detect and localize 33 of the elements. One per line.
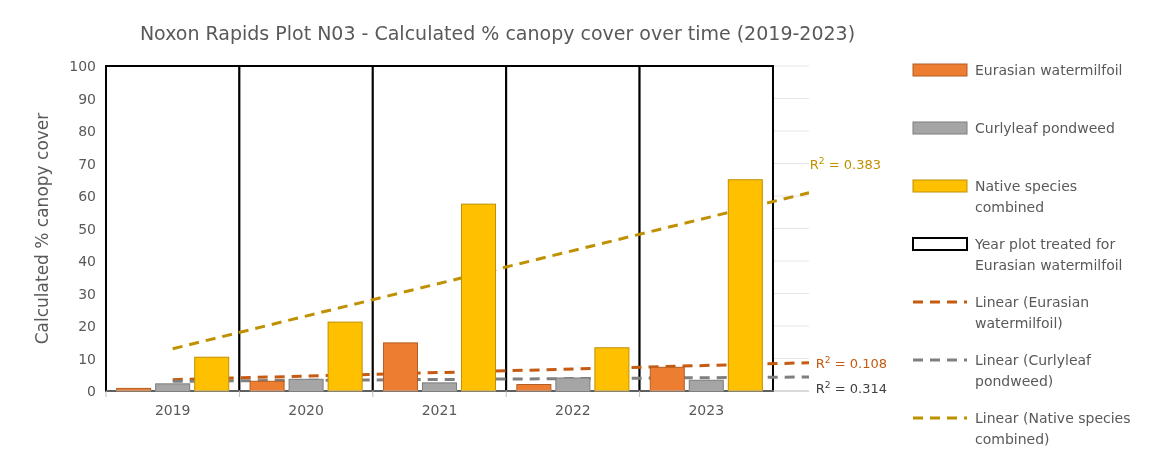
bar [649,366,685,392]
y-tick-label: 30 [78,285,96,302]
x-tick-label: 2022 [555,402,591,418]
x-tick-label: 2021 [421,402,458,418]
legend-label: Curlyleaf pondweed [975,120,1115,136]
legend-label: Linear (Eurasian watermilfoil) [975,294,1090,331]
bar [594,347,630,392]
bar [194,356,230,392]
bar [382,342,418,392]
y-tick-label: 10 [78,350,96,367]
legend-label: Year plot treated for Eurasian watermilfoil [974,236,1123,273]
y-tick-label: 20 [78,318,96,334]
text: R$^{2}$ = 0.383 [809,155,881,172]
legend-label: Linear (Native species combined) [975,410,1131,447]
bar [327,321,363,392]
y-tick-label: 0 [87,383,96,399]
text: R$^{2}$ = 0.314 [815,380,887,397]
y-tick-label: 40 [78,253,96,269]
legend-label: Eurasian watermilfoil [975,62,1123,78]
y-tick-label: 60 [78,188,96,204]
chart-title: Noxon Rapids Plot N03 - Calculated % canopy cover over time (2019-2023) [139,22,856,44]
y-tick-label: 50 [78,220,96,237]
y-tick-label: 70 [78,155,96,172]
y-tick-label: 100 [69,58,96,74]
legend-label: Linear (Curlyleaf pondweed) [975,352,1093,389]
x-tick-label: 2023 [688,402,725,418]
x-tick-label: 2019 [154,402,191,418]
y-tick-label: 90 [78,90,96,107]
y-axis-title: Calculated % canopy cover [32,112,52,345]
x-tick-label: 2020 [288,402,324,418]
text: R$^{2}$ = 0.108 [815,354,887,371]
y-tick-label: 80 [78,123,96,139]
legend-label: Native species combined [975,178,1078,215]
